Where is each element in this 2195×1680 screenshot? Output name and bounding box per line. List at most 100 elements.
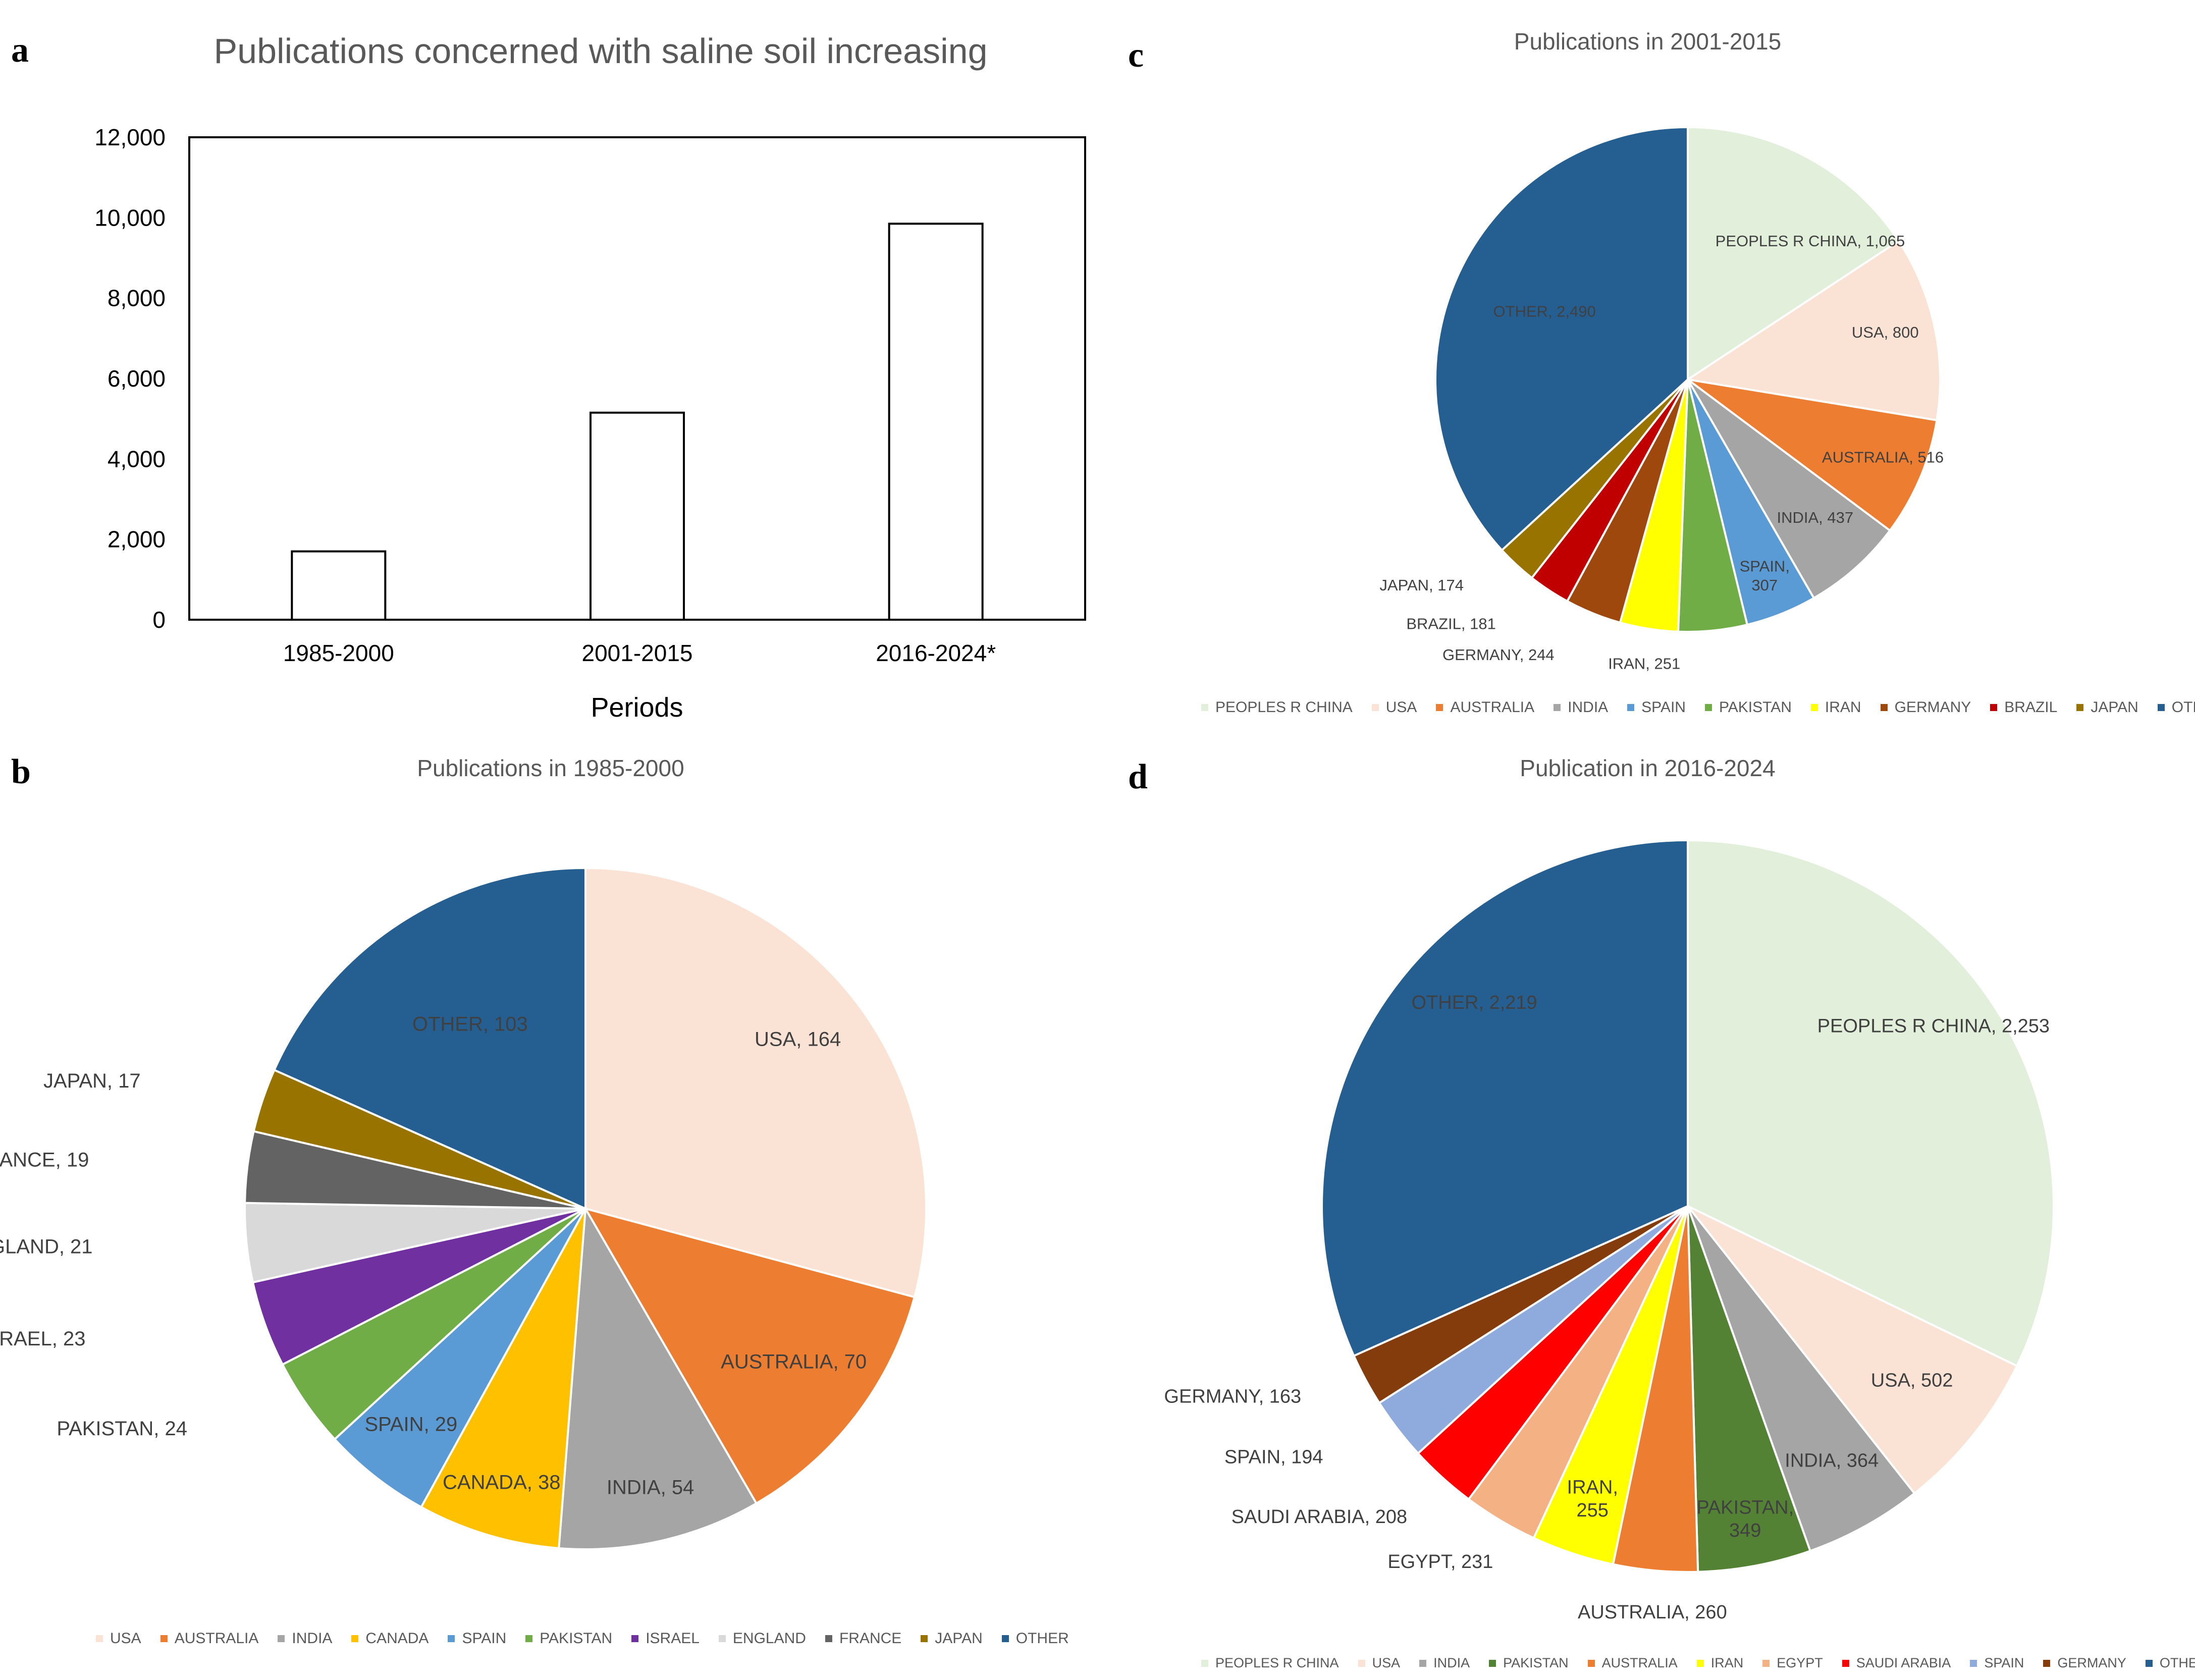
bar-2016-2024 — [888, 223, 984, 621]
data-label-iran: IRAN, 255 — [1567, 1477, 1618, 1522]
legend-b: USA AUSTRALIA INDIA CANADA SPAIN PAKISTAN ISRA… — [96, 1630, 1088, 1647]
legend-label: CANADA — [365, 1630, 429, 1647]
legend-item-peoples-r-china: PEOPLES R CHINA — [1201, 699, 1353, 716]
legend-swatch — [1696, 1659, 1704, 1667]
data-label-australia: AUSTRALIA, 260 — [1578, 1602, 1727, 1623]
legend-swatch — [1201, 704, 1208, 711]
legend-item-usa: USA — [1358, 1655, 1400, 1671]
legend-swatch — [351, 1635, 359, 1642]
legend-item-france: FRANCE — [825, 1630, 901, 1647]
legend-swatch — [1419, 1659, 1427, 1667]
pie-slice-peoples-r-china — [1687, 126, 1900, 382]
legend-label: OTHER — [2159, 1655, 2195, 1670]
legend-swatch — [1001, 1635, 1009, 1642]
pie-slice-israel — [251, 1208, 586, 1366]
legend-label: PAKISTAN — [1719, 699, 1792, 716]
bar-2001-2015 — [590, 411, 685, 621]
legend-swatch — [448, 1635, 455, 1642]
pie-slice-pakistan — [281, 1208, 586, 1441]
pie-slice-peoples-r-china — [1687, 839, 2055, 1368]
chart-title-a: Publications concerned with saline soil … — [213, 31, 987, 71]
legend-swatch — [2157, 704, 2165, 711]
data-label-spain: SPAIN, 307 — [1740, 558, 1790, 594]
legend-item-other: OTHER — [1001, 1630, 1069, 1647]
legend-item-india: INDIA — [1419, 1655, 1470, 1671]
legend-item-india: INDIA — [278, 1630, 332, 1647]
legend-swatch — [2043, 1659, 2051, 1667]
legend-swatch — [525, 1635, 533, 1642]
legend-label: AUSTRALIA — [174, 1630, 259, 1647]
pie-slice-pakistan — [1687, 1206, 1812, 1573]
pie-chart-1985-2000-panel: Publications in 1985-2000 USA, 164 AUSTRA… — [0, 732, 1100, 1680]
legend-item-australia: AUSTRALIA — [160, 1630, 259, 1647]
bar-1985-2000 — [291, 550, 387, 621]
legend-item-usa: USA — [1371, 699, 1417, 716]
data-label-germany: GERMANY, 244 — [1442, 646, 1555, 664]
legend-label: PEOPLES R CHINA — [1215, 1655, 1339, 1670]
legend-item-spain: SPAIN — [448, 1630, 506, 1647]
legend-label: INDIA — [1568, 699, 1609, 716]
legend-label: AUSTRALIA — [1450, 699, 1535, 716]
legend-label: SPAIN — [1984, 1655, 2024, 1670]
legend-label: ENGLAND — [732, 1630, 806, 1647]
pie-slice-usa — [1685, 239, 1941, 422]
data-label-germany: GERMANY, 163 — [1164, 1386, 1301, 1407]
legend-swatch — [2145, 1659, 2153, 1667]
data-label-pakistan: PAKISTAN, 24 — [57, 1418, 187, 1440]
legend-swatch — [825, 1635, 832, 1642]
data-label-india: INDIA, 437 — [1777, 509, 1854, 526]
legend-item-saudi-arabia: SAUDI ARABIA — [1842, 1655, 1951, 1671]
pie-chart-2016-2024-panel: Publication in 2016-2024 PEOPLES R CHINA… — [1100, 732, 2195, 1680]
legend-label: OTHER — [1015, 1630, 1069, 1647]
bar-chart: Publications concerned with saline soil … — [94, 31, 1086, 723]
data-label-japan: JAPAN, 17 — [43, 1070, 141, 1092]
pie-chart-2001-2015-panel: Publications in 2001-2015 PEOPLES R CHIN… — [1100, 0, 2195, 732]
y-tick-label: 8,000 — [108, 285, 166, 311]
data-label-england: ENGLAND, 21 — [0, 1235, 93, 1258]
legend-item-other: OTHER — [2157, 699, 2195, 716]
legend-item-germany: GERMANY — [1880, 699, 1971, 716]
y-tick-label: 0 — [152, 607, 166, 633]
pie-slice-usa — [1687, 1205, 2018, 1495]
legend-label: BRAZIL — [2004, 699, 2058, 716]
legend-item-spain: SPAIN — [1627, 699, 1686, 716]
legend-item-canada: CANADA — [351, 1630, 429, 1647]
legend-item-spain: SPAIN — [1970, 1655, 2024, 1671]
data-label-peoples-r-china: PEOPLES R CHINA, 1,065 — [1716, 232, 1905, 250]
data-label-saudi-arabia: SAUDI ARABIA, 208 — [1232, 1506, 1408, 1528]
pie-slice-india — [1687, 1205, 1916, 1552]
pie-slice-canada — [419, 1208, 586, 1550]
pie-chart-d: PEOPLES R CHINA, 2,253 USA, 502 INDIA, 364… — [1164, 839, 2055, 1623]
pie-slice-usa — [584, 866, 927, 1298]
legend-swatch — [1762, 1659, 1770, 1667]
legend-item-india: INDIA — [1554, 699, 1608, 716]
data-label-spain: SPAIN, 194 — [1224, 1447, 1323, 1468]
legend-item-england: ENGLAND — [718, 1630, 806, 1647]
pie-chart-b: USA, 164 AUSTRALIA, 70 INDIA, 54 CANADA, 38… — [0, 866, 927, 1550]
pie-slice-other — [1434, 126, 1689, 552]
legend-label: GERMANY — [1894, 699, 1971, 716]
pie-chart-c: PEOPLES R CHINA, 1,065 USA, 800 AUSTRALIA,… — [1379, 126, 1944, 672]
legend-label: USA — [1385, 699, 1417, 716]
legend-item-israel: ISRAEL — [631, 1630, 700, 1647]
legend-swatch — [96, 1635, 103, 1642]
data-label-australia: AUSTRALIA, 516 — [1822, 448, 1944, 466]
legend-item-japan: JAPAN — [2076, 699, 2138, 716]
legend-swatch — [1554, 704, 1561, 711]
legend-label: AUSTRALIA — [1601, 1655, 1678, 1670]
data-label-india: INDIA, 54 — [607, 1477, 694, 1499]
legend-item-pakistan: PAKISTAN — [1704, 699, 1792, 716]
legend-label: EGYPT — [1777, 1655, 1823, 1670]
legend-swatch — [1970, 1659, 1977, 1667]
legend-label: ISRAEL — [646, 1630, 700, 1647]
legend-label: IRAN — [1710, 1655, 1744, 1670]
legend-item-usa: USA — [96, 1630, 141, 1647]
pie-slice-australia — [1687, 378, 1938, 532]
y-tick-label: 4,000 — [108, 446, 166, 472]
data-label-egypt: EGYPT, 231 — [1387, 1551, 1493, 1573]
pie-slice-india — [1687, 378, 1892, 600]
data-label-usa: USA, 164 — [755, 1028, 841, 1051]
pie-slice-australia — [583, 1207, 916, 1505]
legend-label: USA — [110, 1630, 141, 1647]
legend-item-pakistan: PAKISTAN — [1489, 1655, 1569, 1671]
